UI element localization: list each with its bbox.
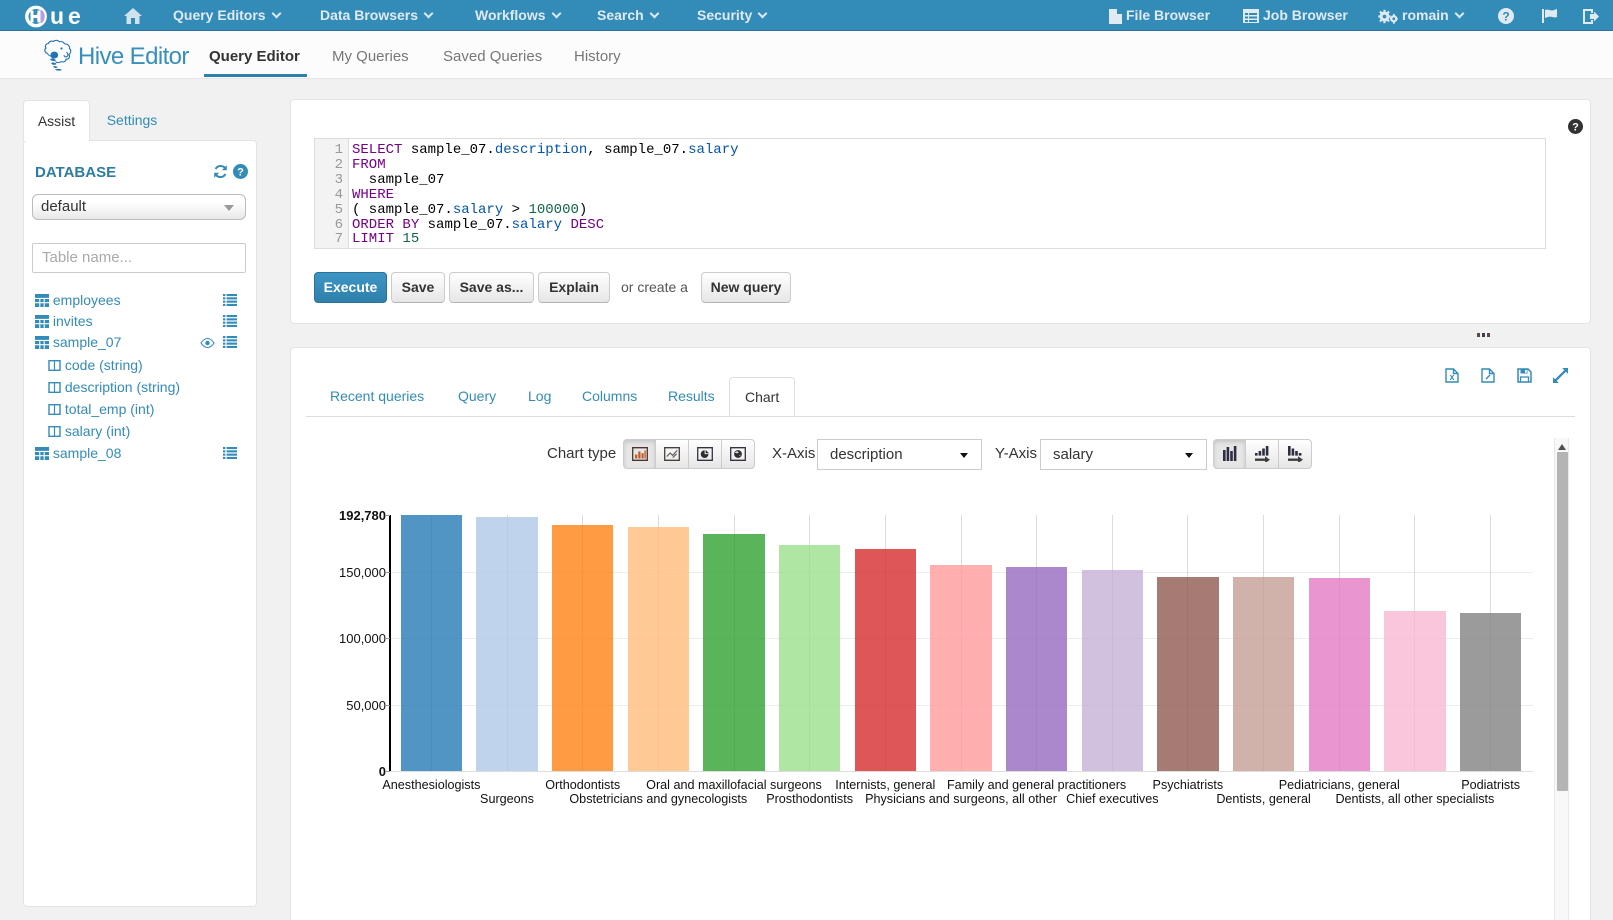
svg-text:x: x xyxy=(1449,372,1454,382)
svg-text:?: ? xyxy=(237,167,244,179)
svg-text:?: ? xyxy=(1572,122,1579,134)
svg-text:ue: ue xyxy=(50,5,85,28)
svg-text:?: ? xyxy=(1502,10,1509,24)
